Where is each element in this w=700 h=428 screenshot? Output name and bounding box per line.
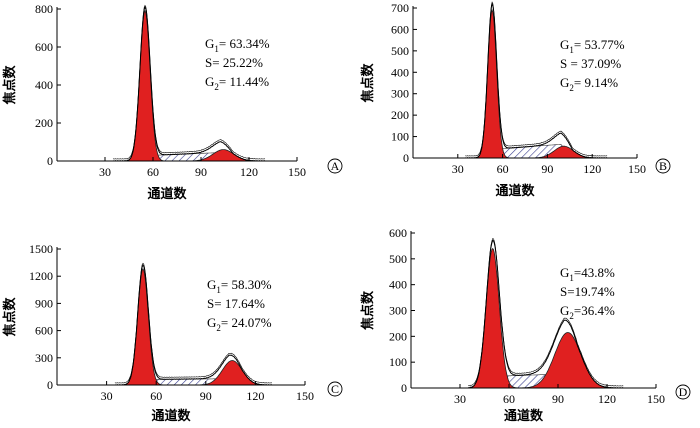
total-envelope-outer — [468, 238, 624, 387]
y-tick-label: 200 — [389, 329, 407, 343]
x-tick-label: 60 — [150, 389, 162, 403]
x-axis-title: 通道数 — [151, 408, 191, 424]
x-axis-title: 通道数 — [495, 183, 535, 199]
panel-label: A — [331, 159, 340, 173]
panel-label: C — [331, 382, 339, 396]
y-axis-title: 焦点数 — [360, 290, 376, 331]
x-axis-title: 通道数 — [147, 186, 187, 202]
stat-line: G2= 11.44% — [205, 74, 269, 92]
panel-label-circle — [655, 158, 671, 174]
y-tick-label: 100 — [391, 130, 409, 144]
y-tick-label: 600 — [391, 22, 409, 36]
x-tick-label: 150 — [628, 162, 646, 176]
panel-label: B — [659, 159, 667, 173]
y-tick-label: 400 — [391, 65, 409, 79]
total-envelope-outer — [114, 262, 273, 384]
histogram-panel-b: 0 100 200 300 400 500 600 700 30 60 90 120 150 通道数 焦点数… — [360, 1, 671, 199]
panel-label: D — [679, 385, 688, 399]
x-tick-label: 60 — [503, 392, 515, 406]
stat-line: S=19.74% — [560, 284, 615, 299]
y-tick-label: 100 — [389, 355, 407, 369]
x-tick-label: 120 — [240, 165, 258, 179]
total-envelope — [468, 239, 624, 389]
stat-line: G1= 58.30% — [207, 277, 272, 295]
y-tick-label: 0 — [401, 381, 407, 395]
stat-line: G2= 9.14% — [560, 75, 618, 93]
stat-line: S= 17.64% — [207, 296, 265, 311]
x-tick-label: 30 — [452, 162, 464, 176]
y-tick-label: 800 — [35, 2, 53, 16]
y-axis-title: 焦点数 — [2, 65, 18, 106]
x-tick-label: 90 — [541, 162, 553, 176]
histogram-panel-a: 0 200 400 600 800 30 60 90 120 150 通道数 焦点数 G1= 63.34… — [2, 2, 343, 202]
y-tick-label: 500 — [391, 44, 409, 58]
panel-label-circle — [327, 381, 343, 397]
x-tick-label: 30 — [101, 389, 113, 403]
stat-line: G1= 53.77% — [560, 37, 625, 55]
x-tick-label: 90 — [552, 392, 564, 406]
x-tick-label: 60 — [497, 162, 509, 176]
y-tick-label: 600 — [35, 40, 53, 54]
x-tick-label: 60 — [147, 165, 159, 179]
y-axis-title: 焦点数 — [2, 297, 18, 338]
y-tick-label: 1500 — [29, 242, 53, 256]
y-tick-label: 300 — [391, 87, 409, 101]
panel-label-circle — [327, 158, 343, 174]
x-tick-label: 120 — [583, 162, 601, 176]
total-envelope-outer — [112, 4, 266, 160]
y-tick-label: 1200 — [29, 269, 53, 283]
x-tick-label: 30 — [99, 165, 111, 179]
stat-line: S= 25.22% — [205, 55, 263, 70]
y-tick-label: 600 — [389, 226, 407, 240]
stat-line: S = 37.09% — [560, 56, 621, 71]
y-tick-label: 0 — [403, 151, 409, 165]
panel-label-circle — [675, 384, 691, 400]
y-tick-label: 900 — [35, 296, 53, 310]
histogram-panel-c: 0 300 600 900 1200 1500 30 60 90 120 150 通道数 焦点数 G1= … — [2, 242, 343, 424]
stat-line: G1=43.8% — [560, 265, 615, 283]
x-tick-label: 90 — [200, 389, 212, 403]
x-tick-label: 120 — [598, 392, 616, 406]
y-tick-label: 700 — [391, 1, 409, 15]
stat-line: G2= 24.07% — [207, 315, 272, 333]
total-envelope-outer — [465, 1, 608, 157]
y-tick-label: 200 — [391, 108, 409, 122]
x-axis-title: 通道数 — [504, 408, 544, 424]
x-tick-label: 120 — [246, 389, 264, 403]
x-tick-label: 30 — [454, 392, 466, 406]
y-tick-label: 300 — [35, 351, 53, 365]
histogram-panel-d: 0 100 200 300 400 500 600 30 60 90 120 150 通道数 焦点数 G1=… — [360, 226, 691, 424]
stat-line: G1= 63.34% — [205, 36, 270, 54]
y-tick-label: 500 — [389, 252, 407, 266]
y-tick-label: 0 — [47, 154, 53, 168]
y-tick-label: 400 — [389, 278, 407, 292]
x-tick-label: 90 — [195, 165, 207, 179]
y-tick-label: 600 — [35, 324, 53, 338]
x-tick-label: 150 — [647, 392, 665, 406]
y-tick-label: 0 — [47, 378, 53, 392]
x-tick-label: 150 — [296, 389, 314, 403]
y-tick-label: 200 — [35, 116, 53, 130]
y-tick-label: 300 — [389, 304, 407, 318]
stat-line: G2=36.4% — [560, 303, 615, 321]
x-tick-label: 150 — [288, 165, 306, 179]
y-axis-title: 焦点数 — [360, 63, 376, 104]
y-tick-label: 400 — [35, 78, 53, 92]
